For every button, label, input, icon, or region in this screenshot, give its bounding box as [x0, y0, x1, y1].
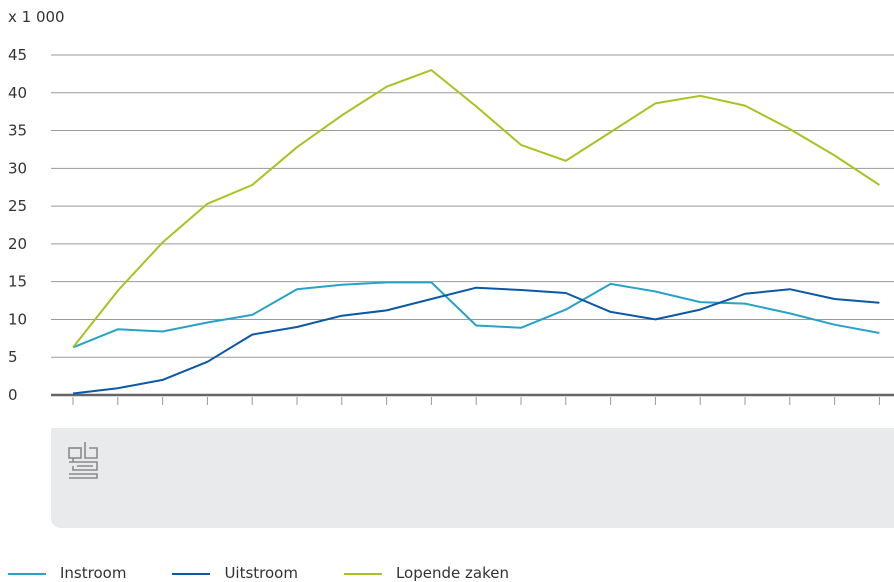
legend-swatch-lopende-zaken: [343, 572, 382, 575]
y-tick-label: 40: [8, 84, 27, 102]
y-tick-label: 5: [8, 348, 18, 366]
legend-item-lopende-zaken: Lopende zaken: [343, 564, 509, 582]
legend: Instroom Uitstroom Lopende zaken: [8, 565, 555, 582]
y-tick-label: 0: [8, 386, 18, 404]
legend-swatch-instroom: [8, 572, 46, 575]
cbs-logo-icon: [68, 442, 98, 479]
gridlines: [51, 54, 894, 358]
y-axis-tick-labels: 0 5 10 15 20 25 30 35 40 45: [8, 46, 27, 404]
series-line-lopende-zaken: [72, 69, 880, 349]
series-line-instroom: [72, 281, 880, 349]
legend-label-instroom: Instroom: [60, 564, 127, 582]
legend-item-uitstroom: Uitstroom: [172, 565, 298, 582]
y-tick-label: 10: [8, 310, 27, 328]
y-tick-label: 45: [8, 46, 27, 64]
y-axis-unit-label: x 1 000: [8, 8, 65, 26]
legend-swatch-uitstroom: [172, 572, 211, 575]
y-tick-label: 25: [8, 197, 27, 215]
y-tick-label: 35: [8, 122, 27, 140]
series-lines: [72, 69, 880, 395]
y-tick-label: 20: [8, 235, 27, 253]
source-panel: [51, 428, 894, 528]
legend-label-lopende-zaken: Lopende zaken: [395, 564, 509, 582]
y-tick-label: 30: [8, 159, 27, 177]
legend-label-uitstroom: Uitstroom: [224, 564, 298, 582]
legend-item-instroom: Instroom: [8, 565, 126, 582]
series-line-uitstroom: [72, 286, 880, 395]
y-tick-label: 15: [8, 273, 27, 291]
